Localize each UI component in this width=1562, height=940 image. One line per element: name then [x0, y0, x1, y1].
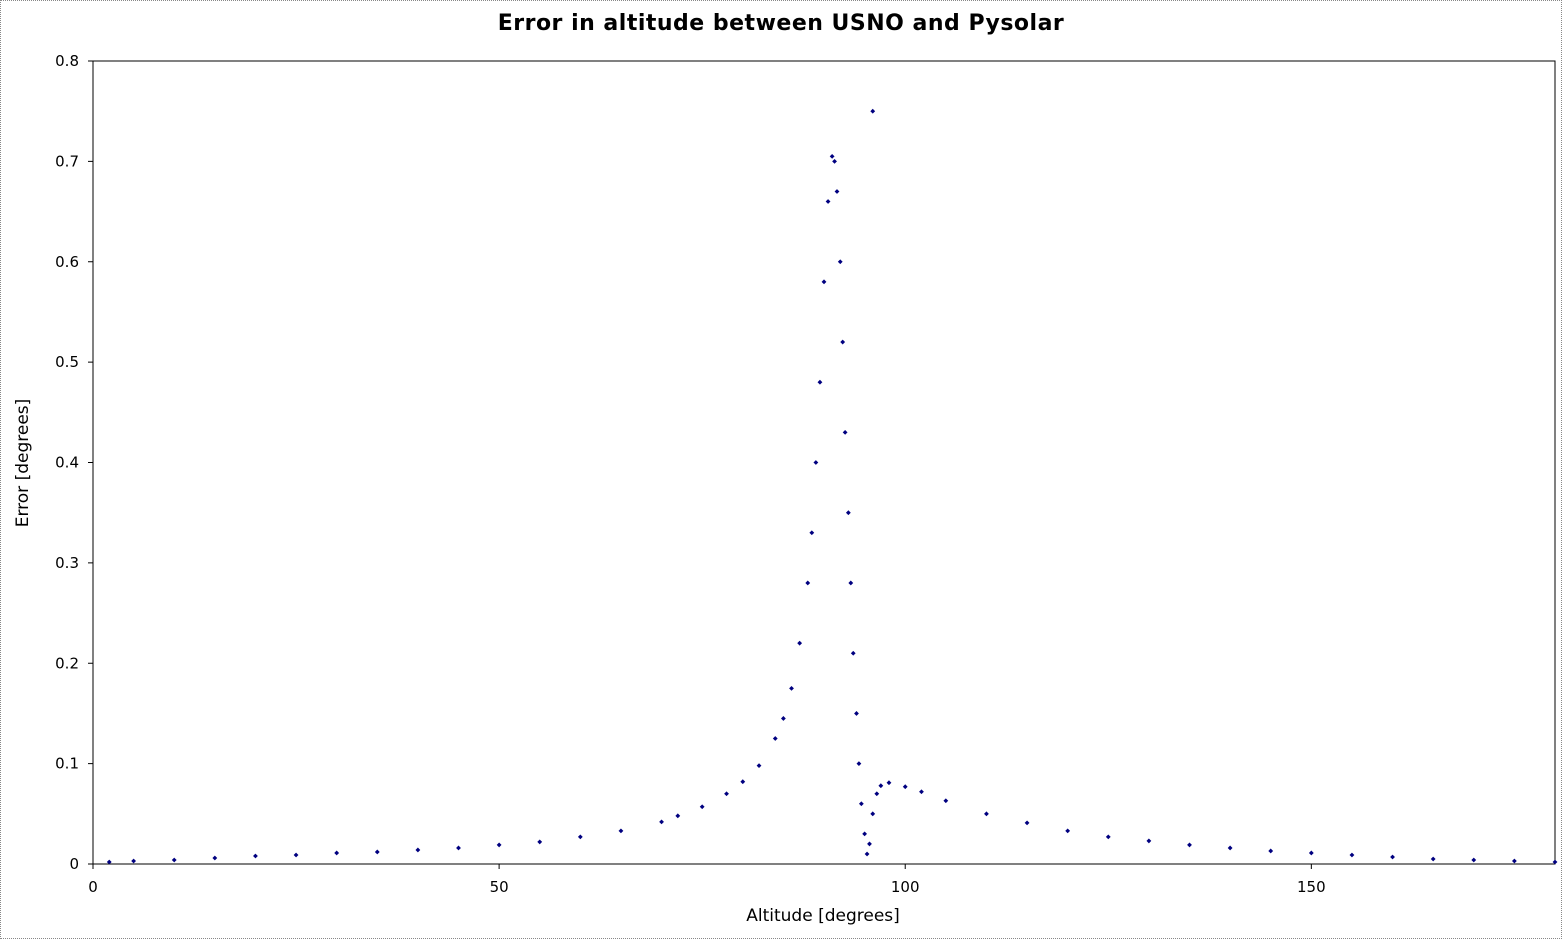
- data-point: [577, 834, 583, 840]
- y-tick-label: 0.2: [55, 654, 79, 672]
- data-point: [805, 580, 811, 586]
- data-point: [842, 429, 848, 435]
- data-point: [878, 783, 884, 789]
- data-point: [618, 828, 624, 834]
- data-point: [496, 842, 502, 848]
- y-tick-label: 0.7: [55, 152, 79, 170]
- data-point: [837, 259, 843, 265]
- data-point: [780, 716, 786, 721]
- y-tick-label: 0.5: [55, 353, 79, 371]
- data-point: [919, 789, 924, 795]
- data-point: [1065, 828, 1071, 834]
- y-tick-label: 0.6: [55, 253, 79, 271]
- data-point: [856, 761, 862, 767]
- data-point: [862, 831, 868, 837]
- data-point: [1227, 845, 1233, 851]
- data-point: [825, 199, 831, 204]
- data-point: [374, 849, 380, 855]
- data-point: [756, 763, 762, 769]
- data-point: [1349, 852, 1355, 858]
- x-axis-label: Altitude [degrees]: [746, 906, 900, 926]
- data-point: [106, 859, 112, 865]
- data-point: [171, 857, 177, 863]
- data-point: [864, 851, 870, 857]
- data-point: [797, 640, 803, 646]
- data-point: [537, 839, 543, 845]
- data-point: [854, 711, 859, 716]
- data-point: [902, 784, 908, 790]
- y-tick-label: 0.1: [55, 755, 79, 773]
- data-point: [809, 530, 815, 536]
- x-tick-label: 50: [490, 878, 509, 896]
- data-point: [1146, 838, 1152, 844]
- data-point: [832, 158, 837, 164]
- data-point: [1552, 859, 1558, 865]
- y-tick-label: 0.4: [55, 454, 79, 472]
- x-tick-label: 0: [88, 878, 98, 896]
- data-point: [699, 804, 705, 810]
- data-point: [845, 510, 851, 516]
- data-point: [834, 189, 840, 194]
- data-point: [212, 855, 218, 861]
- data-point: [253, 853, 258, 859]
- data-point: [850, 650, 856, 656]
- data-point: [456, 845, 461, 851]
- data-point: [870, 811, 876, 817]
- data-point: [334, 850, 340, 856]
- data-point: [293, 852, 299, 858]
- data-point: [1511, 858, 1517, 864]
- y-tick-label: 0.8: [55, 52, 79, 70]
- data-point: [874, 791, 880, 797]
- y-tick-label: 0.3: [55, 554, 79, 572]
- data-point: [1187, 842, 1192, 848]
- data-point: [886, 780, 892, 786]
- data-point: [870, 108, 876, 114]
- data-point: [789, 685, 794, 691]
- data-point: [1430, 856, 1436, 862]
- y-tick-label: 0: [69, 855, 79, 873]
- data-point: [817, 379, 823, 385]
- data-point: [1024, 820, 1030, 826]
- data-point: [724, 791, 729, 797]
- data-point: [1105, 834, 1111, 840]
- data-point: [858, 801, 864, 807]
- data-point: [867, 841, 872, 847]
- plot-area: [92, 60, 1556, 865]
- data-point: [840, 339, 846, 345]
- data-point: [772, 736, 778, 741]
- data-point: [740, 779, 746, 785]
- chart-title: Error in altitude between USNO and Pysol…: [497, 11, 1065, 36]
- data-point: [829, 153, 835, 159]
- data-point: [659, 819, 664, 825]
- data-point: [1390, 854, 1395, 860]
- data-point: [1471, 857, 1477, 863]
- data-point: [943, 798, 949, 804]
- data-point: [675, 813, 681, 819]
- data-point: [1308, 850, 1314, 856]
- data-point: [131, 858, 137, 864]
- data-point: [821, 279, 827, 285]
- data-point: [848, 580, 854, 586]
- data-point: [984, 811, 989, 817]
- x-tick-label: 150: [1297, 878, 1326, 896]
- x-tick-label: 100: [891, 878, 920, 896]
- data-point: [1268, 848, 1274, 854]
- data-point: [415, 847, 421, 853]
- data-point: [813, 460, 819, 465]
